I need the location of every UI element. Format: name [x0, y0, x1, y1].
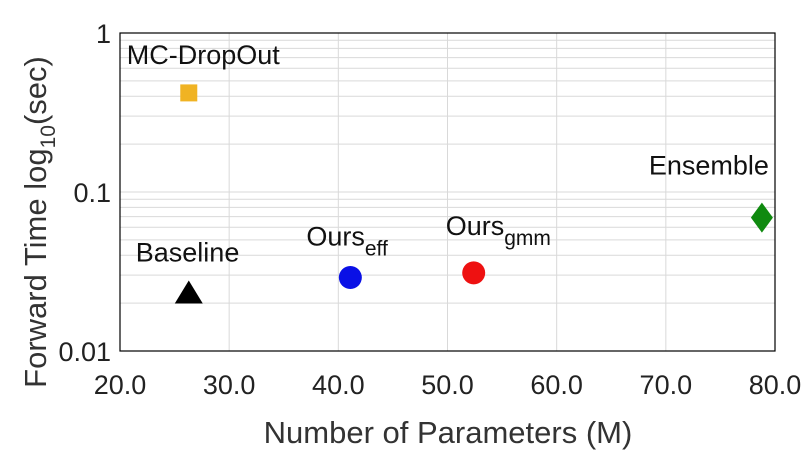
ours-gmm-label-main: Ours	[446, 211, 505, 241]
mc-dropout-label: MC-DropOut	[127, 40, 281, 70]
ours-gmm-marker	[462, 261, 486, 285]
y-axis-title-subscript: 10	[37, 125, 60, 148]
x-tick-label: 70.0	[640, 370, 693, 400]
x-tick-label: 30.0	[203, 370, 256, 400]
y-axis-title-main: Forward Time log	[18, 148, 53, 387]
x-tick-labels: 20.0 30.0 40.0 50.0 60.0 70.0 80.0	[94, 370, 802, 400]
y-tick-label: 0.01	[58, 337, 111, 367]
y-tick-label: 1	[96, 19, 111, 49]
baseline-label: Baseline	[136, 237, 240, 267]
ours-eff-label: Ourseff	[306, 221, 388, 260]
ours-eff-label-subscript: eff	[365, 237, 388, 260]
data-points	[174, 84, 773, 304]
baseline-label-main: Baseline	[136, 237, 240, 267]
x-tick-label: 80.0	[749, 370, 802, 400]
x-axis-title: Number of Parameters (M)	[264, 415, 633, 450]
ensemble-marker	[750, 202, 773, 233]
mc-dropout-marker	[180, 84, 198, 102]
ensemble-label-main: Ensemble	[649, 151, 769, 181]
plot-frame	[119, 32, 776, 352]
ensemble-label: Ensemble	[649, 151, 769, 181]
ours-eff-label-main: Ours	[306, 221, 365, 251]
x-tick-label: 50.0	[421, 370, 474, 400]
x-tick-label: 20.0	[94, 370, 147, 400]
baseline-marker	[174, 280, 203, 304]
y-tick-labels: 0.01 0.1 1	[58, 19, 111, 367]
y-tick-label: 0.1	[73, 178, 111, 208]
y-axis-title: Forward Time log10(sec)	[18, 56, 60, 388]
ours-gmm-label-subscript: gmm	[504, 227, 551, 250]
ours-gmm-label: Oursgmm	[446, 211, 551, 250]
grid-lines	[120, 33, 775, 351]
mc-dropout-label-main: MC-DropOut	[127, 40, 281, 70]
x-tick-label: 40.0	[312, 370, 365, 400]
ours-eff-marker	[338, 265, 362, 289]
x-tick-label: 60.0	[530, 370, 583, 400]
y-axis-title-tail: (sec)	[18, 56, 53, 125]
